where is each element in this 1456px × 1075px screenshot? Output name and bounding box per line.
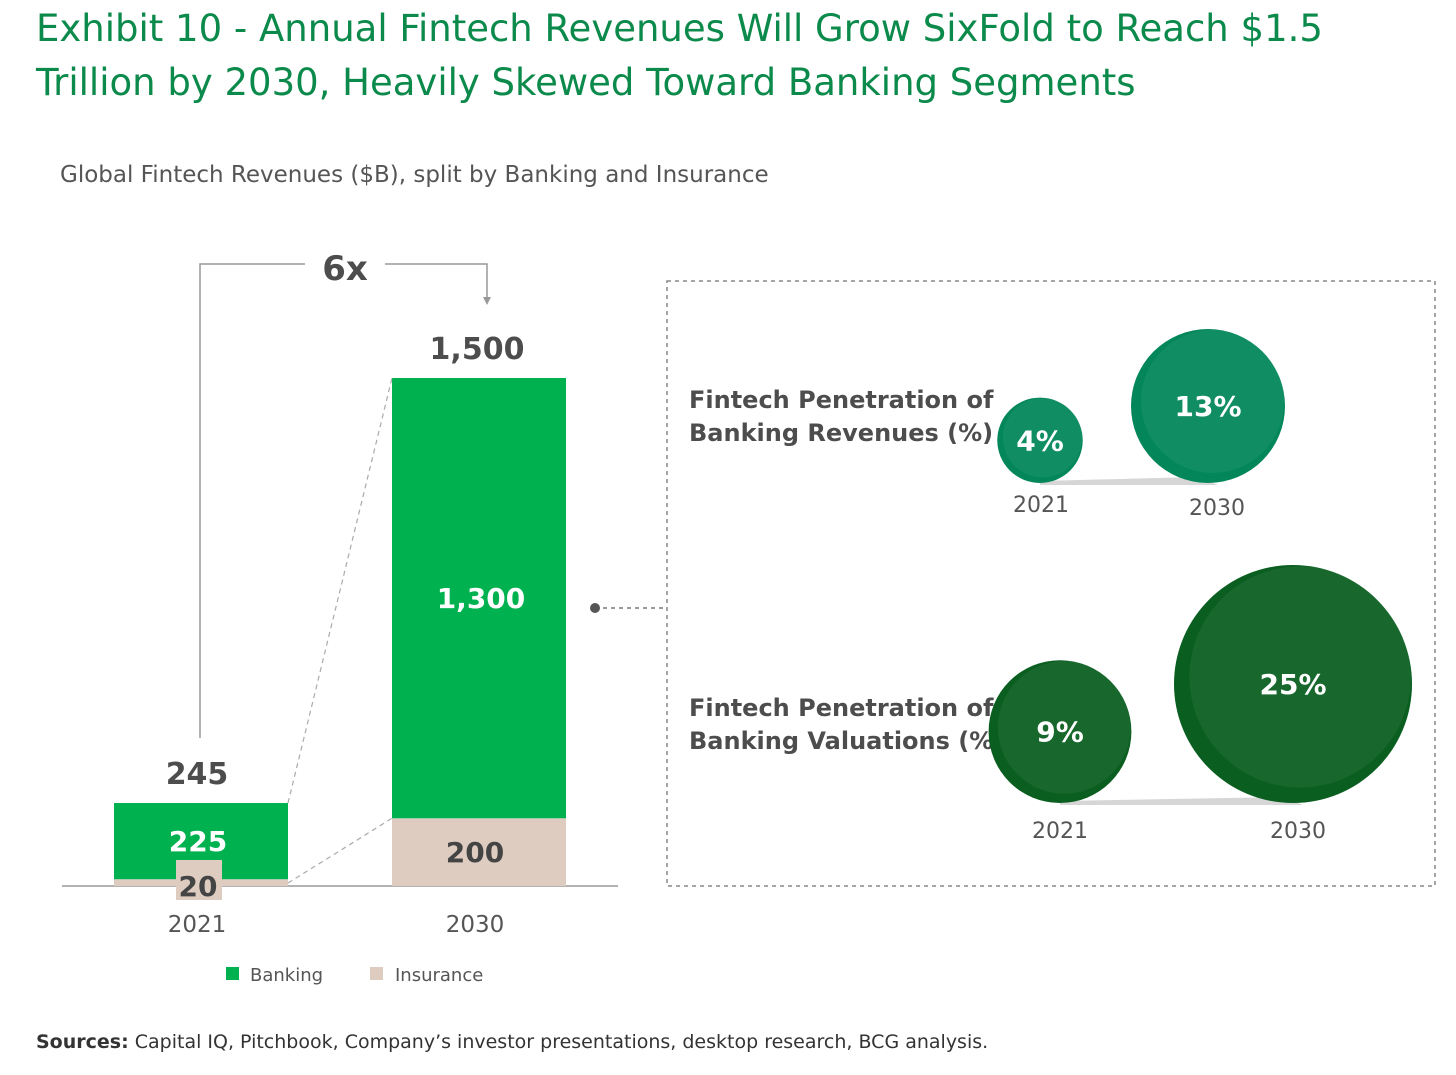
bubble-revenues-2030	[1131, 329, 1285, 483]
label-banking-2030: 1,300	[437, 582, 526, 615]
bar-insurance-2030	[392, 818, 566, 886]
growth-bracket-left	[199, 263, 305, 739]
bubble-year-revenues-2030: 2030	[1189, 496, 1245, 521]
bubble-highlight-valuations-2021	[997, 660, 1131, 794]
connector-bottom	[287, 817, 393, 884]
bubble-valuations-2030	[1174, 565, 1412, 803]
legend-label-insurance: Insurance	[395, 965, 483, 986]
bubble-label-revenues-2021: 4%	[1016, 424, 1064, 457]
chart-title-line1: Exhibit 10 - Annual Fintech Revenues Wil…	[36, 7, 1323, 50]
growth-label: 6x	[322, 249, 368, 289]
bar-banking-2030	[392, 378, 566, 819]
label-total-2021: 245	[166, 757, 229, 792]
label-insurance-2021: 20	[179, 870, 218, 903]
category-label-2030: 2030	[446, 912, 505, 938]
bubble-revenues-2021	[997, 397, 1083, 483]
bubble-label-valuations-2021: 9%	[1036, 716, 1084, 749]
bubble-title-valuations-line1: Fintech Penetration of	[689, 694, 994, 722]
chart-subtitle: Global Fintech Revenues ($B), split by B…	[60, 162, 769, 188]
label-banking-2021: 225	[169, 825, 227, 858]
legend-swatch-banking	[226, 967, 239, 980]
bubble-title-revenues-line1: Fintech Penetration of	[689, 386, 994, 414]
sources-note: Sources: Capital IQ, Pitchbook, Company’…	[36, 1031, 988, 1053]
bubble-title-valuations-line2: Banking Valuations (%)	[689, 727, 1004, 755]
label-insurance-bg-2021	[176, 860, 222, 900]
bubble-label-revenues-2030: 13%	[1174, 390, 1241, 423]
legend-label-banking: Banking	[250, 965, 323, 986]
legend-swatch-insurance	[370, 967, 383, 980]
bubble-year-valuations-2021: 2021	[1032, 819, 1088, 844]
callout-panel	[666, 280, 1436, 887]
bubble-shadow-valuations	[1060, 797, 1303, 805]
sources-text: Capital IQ, Pitchbook, Company’s investo…	[128, 1031, 989, 1053]
connector-top	[287, 377, 393, 804]
bubble-highlight-revenues-2021	[1002, 398, 1083, 478]
bubble-label-valuations-2030: 25%	[1259, 668, 1326, 701]
bubble-valuations-2021	[988, 660, 1132, 803]
callout-dot	[590, 603, 600, 613]
label-insurance-2030: 200	[446, 836, 504, 869]
bubble-highlight-revenues-2030	[1141, 329, 1285, 473]
bubble-title-revenues-line2: Banking Revenues (%)	[689, 419, 993, 447]
bubble-year-valuations-2030: 2030	[1270, 819, 1326, 844]
chart-title: Exhibit 10 - Annual Fintech Revenues Wil…	[36, 2, 1436, 110]
label-total-2030: 1,500	[430, 332, 525, 367]
bubble-year-revenues-2021: 2021	[1013, 493, 1069, 518]
sources-label: Sources:	[36, 1031, 129, 1053]
chart-title-line2: Trillion by 2030, Heavily Skewed Toward …	[36, 61, 1136, 104]
bubble-highlight-valuations-2030	[1189, 566, 1411, 788]
growth-bracket-right	[385, 263, 488, 297]
growth-arrowhead	[483, 297, 491, 305]
category-label-2021: 2021	[168, 912, 227, 938]
bubble-shadow-revenues	[1040, 477, 1218, 485]
